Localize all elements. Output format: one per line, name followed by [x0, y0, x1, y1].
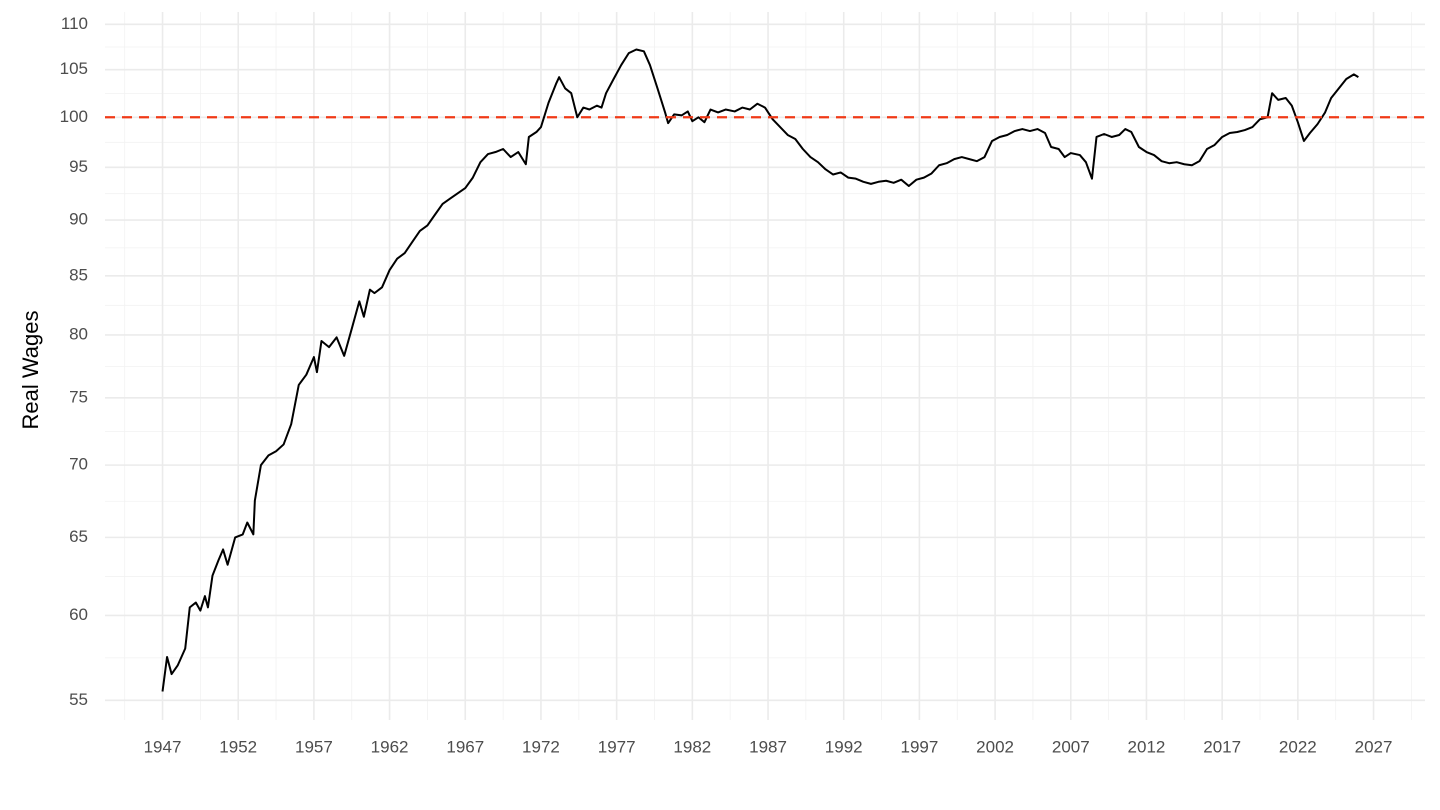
x-tick-label: 1977: [598, 737, 636, 756]
y-tick-label: 100: [60, 107, 88, 126]
x-tick-label: 2022: [1279, 737, 1317, 756]
y-tick-label: 105: [60, 59, 88, 78]
x-tick-label: 1982: [673, 737, 711, 756]
y-tick-label: 80: [69, 324, 88, 343]
y-axis-title: Real Wages: [18, 310, 43, 429]
x-tick-label: 1972: [522, 737, 560, 756]
x-tick-label: 1952: [219, 737, 257, 756]
y-tick-label: 95: [69, 157, 88, 176]
x-tick-label: 2017: [1203, 737, 1241, 756]
x-tick-label: 1992: [825, 737, 863, 756]
x-tick-label: 1962: [371, 737, 409, 756]
y-tick-label: 85: [69, 265, 88, 284]
y-tick-label: 55: [69, 690, 88, 709]
x-tick-label: 2027: [1355, 737, 1393, 756]
data-line: [161, 48, 1359, 692]
y-tick-label: 70: [69, 455, 88, 474]
y-tick-label: 60: [69, 605, 88, 624]
y-tick-label: 65: [69, 527, 88, 546]
x-tick-label: 2012: [1128, 737, 1166, 756]
x-tick-label: 1957: [295, 737, 333, 756]
y-tick-label: 75: [69, 387, 88, 406]
x-tick-label: 2002: [976, 737, 1014, 756]
y-tick-label: 110: [61, 14, 88, 33]
x-tick-label: 1967: [446, 737, 484, 756]
x-tick-label: 1987: [749, 737, 787, 756]
x-tick-label: 1997: [900, 737, 938, 756]
x-tick-label: 2007: [1052, 737, 1090, 756]
x-tick-label: 1947: [144, 737, 182, 756]
y-tick-label: 90: [69, 210, 88, 229]
